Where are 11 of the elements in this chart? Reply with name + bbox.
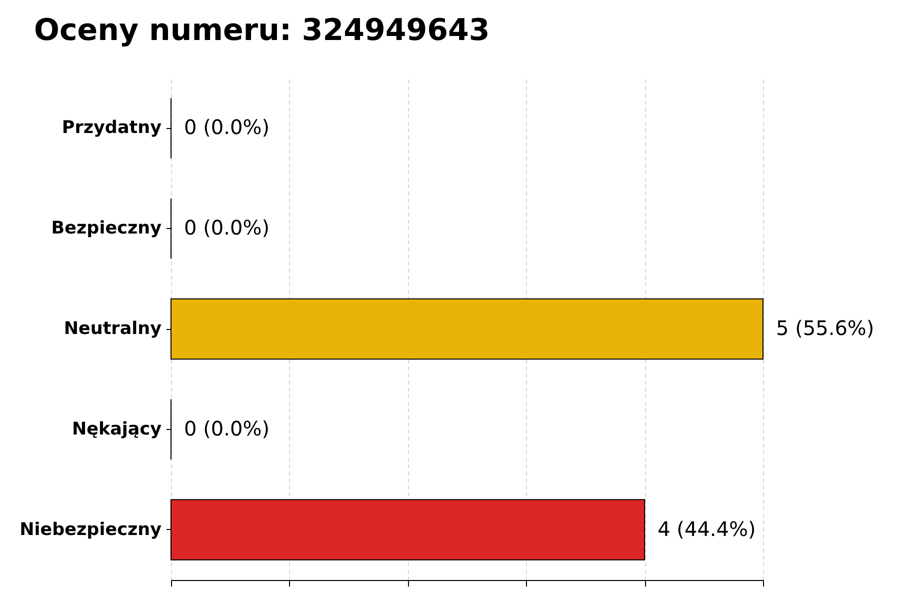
- y-tick-label: Przydatny: [62, 118, 162, 138]
- y-tick-label: Bezpieczny: [51, 218, 162, 239]
- y-tick-label: Niebezpieczny: [20, 520, 162, 540]
- data-label: 4 (44.4%): [658, 516, 756, 541]
- data-label: 5 (55.6%): [776, 316, 874, 340]
- data-label: 0 (0.0%): [184, 216, 270, 240]
- y-tick-label: Nękający: [72, 419, 162, 440]
- data-label: 0 (0.0%): [184, 416, 270, 440]
- chart-title: Oceny numeru: 324949643: [34, 13, 490, 48]
- data-label: 0 (0.0%): [184, 115, 270, 140]
- y-tick-label: Neutralny: [64, 319, 162, 339]
